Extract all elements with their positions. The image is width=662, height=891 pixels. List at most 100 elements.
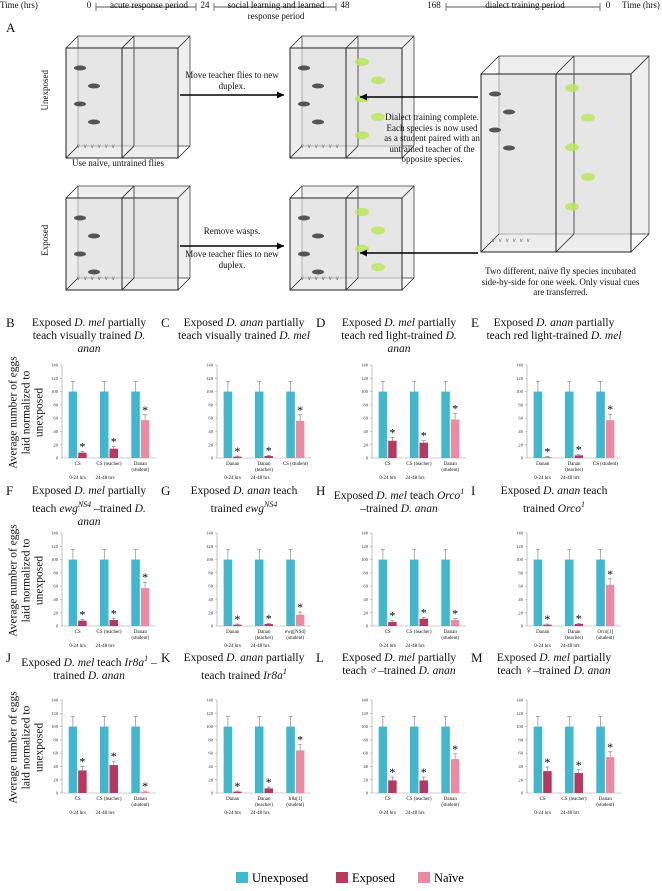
egg: ∨: [321, 144, 325, 150]
bar: [388, 622, 397, 626]
bar: [574, 773, 583, 793]
error-bar: [225, 549, 230, 560]
bar: [295, 614, 305, 626]
y-tick-label: 60: [53, 584, 58, 589]
duplex-edge: [345, 35, 359, 49]
title-part: ewg: [59, 502, 78, 515]
chart-title: Exposed D. anan teach trained ewgNS4: [175, 485, 313, 516]
period-label: dialect training period: [485, 0, 565, 10]
y-tick-label: 40: [363, 597, 368, 602]
significance-mark: *: [607, 740, 613, 754]
error-bar: [143, 581, 148, 589]
title-part: D. mel: [279, 330, 310, 342]
panel-letter: M: [471, 650, 483, 665]
error-bar: [453, 618, 458, 621]
bar: [450, 759, 460, 793]
title-part: –trained: [91, 502, 135, 515]
title-part: Exposed: [496, 652, 540, 664]
significance-mark: *: [79, 754, 85, 768]
green-fly: [355, 131, 369, 140]
legend-swatch: [418, 872, 430, 883]
period-label: 0-24 hrs: [534, 476, 551, 481]
error-bar: [298, 414, 303, 421]
significance-mark: *: [266, 443, 272, 457]
y-tick-label: 60: [53, 416, 58, 421]
error-bar: [421, 440, 426, 443]
legend-swatch: [236, 872, 248, 883]
y-tick-label: 20: [208, 442, 213, 447]
duplex-edge: [345, 145, 359, 159]
y-tick-label: 100: [51, 557, 59, 562]
fly: [88, 233, 100, 239]
y-axis-label: Average number of eggs laid normalized t…: [7, 691, 46, 804]
error-bar: [111, 446, 116, 449]
fly: [298, 65, 310, 71]
bar: [264, 456, 273, 458]
y-axis-label: Average number of eggs laid normalized t…: [7, 356, 46, 469]
chart-title: Exposed D. mel partially teach red light…: [330, 317, 468, 356]
y-tick-label: 120: [516, 711, 524, 716]
legend-label: Unexposed: [252, 871, 309, 885]
significance-mark: *: [389, 609, 395, 623]
x-tick-label: Danan (student): [596, 797, 615, 808]
title-part: Ir8a: [263, 669, 283, 682]
duplex-edge: [121, 277, 135, 291]
duplex-edge: [480, 233, 500, 253]
y-tick-label: 140: [361, 531, 369, 536]
bar: [100, 726, 109, 793]
error-bar: [380, 716, 385, 727]
egg: ∨: [519, 238, 523, 244]
error-bar: [535, 716, 540, 727]
period-label: 24-48 hrs: [250, 811, 270, 816]
bar: [109, 448, 118, 458]
fly: [88, 83, 100, 89]
green-fly: [565, 202, 579, 211]
error-bar: [535, 381, 540, 392]
bar: [264, 624, 273, 626]
period-label: 24-48 hrs: [405, 476, 425, 481]
green-fly: [581, 113, 595, 122]
panel-letter: C: [161, 315, 170, 330]
y-tick-label: 100: [206, 724, 214, 729]
y-tick-label: 80: [208, 737, 213, 742]
y-tick-label: 140: [206, 698, 214, 703]
y-tick-label: 140: [361, 698, 369, 703]
y-tick-label: 20: [518, 610, 523, 615]
legend-label: Naïve: [434, 871, 464, 885]
title-part: Exposed: [333, 489, 377, 502]
y-tick-label: 0: [211, 624, 214, 629]
title-part: D. anan: [400, 502, 438, 515]
error-bar: [102, 381, 107, 392]
egg: ∨: [335, 276, 339, 282]
panel-letter: A: [6, 20, 16, 35]
bar: [100, 391, 109, 458]
panel-letter: F: [6, 483, 14, 498]
title-part: Orco: [436, 489, 461, 502]
bar: [441, 391, 450, 458]
error-bar: [608, 751, 613, 758]
row-label: Exposed: [39, 224, 50, 256]
bar: [131, 559, 140, 626]
significance-mark: *: [111, 607, 117, 621]
error-bar: [102, 549, 107, 560]
significance-mark: *: [544, 445, 550, 459]
significance-mark: *: [607, 402, 613, 416]
error-bar: [567, 381, 572, 392]
title-part: D. mel: [384, 652, 415, 664]
egg: ∨: [314, 276, 318, 282]
bar: [78, 620, 87, 626]
title-part: NS4: [77, 500, 92, 509]
error-bar: [298, 611, 303, 615]
error-bar: [380, 381, 385, 392]
significance-mark: *: [576, 611, 582, 625]
y-tick-label: 60: [208, 584, 213, 589]
y-tick-label: 40: [363, 429, 368, 434]
significance-mark: *: [79, 439, 85, 453]
x-tick-label: CS: [74, 797, 81, 802]
x-tick-label: Danan (student): [441, 462, 460, 473]
x-tick-label: Danan: [536, 630, 550, 635]
green-fly: [371, 263, 385, 272]
green-fly: [355, 58, 369, 66]
y-tick-label: 0: [366, 456, 369, 461]
x-tick-label: CS (teacher): [96, 797, 122, 802]
